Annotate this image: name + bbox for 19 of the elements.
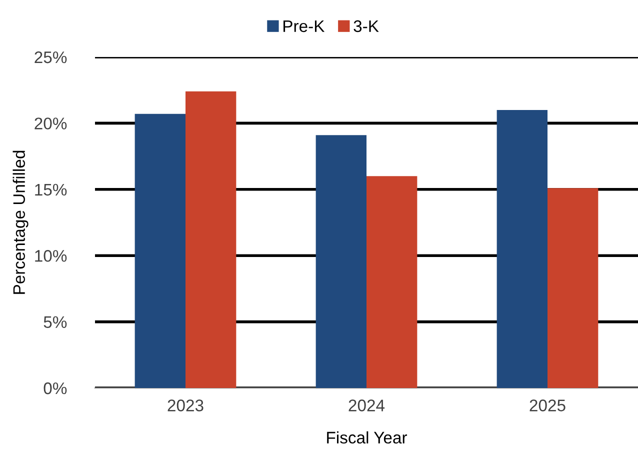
bar (496, 110, 548, 388)
bar (186, 91, 236, 388)
y-tick-label: 25% (34, 51, 67, 64)
legend-label: Pre-K (283, 20, 325, 32)
y-tick-label: 20% (34, 118, 67, 130)
x-tick-label: 2025 (530, 400, 566, 412)
bar (548, 188, 598, 388)
x-axis-title: Fiscal Year (327, 431, 407, 444)
legend-label: 3-K (354, 20, 379, 32)
y-tick-label: 5% (44, 316, 67, 328)
x-tick-label: 2023 (168, 400, 204, 412)
y-tick-label: 0% (44, 382, 67, 394)
y-tick-label: 10% (35, 250, 67, 262)
bar (134, 114, 186, 388)
x-tick-label: 2024 (348, 400, 385, 412)
y-tick-label: 15% (35, 184, 67, 196)
y-axis-title: Percentage Unfilled (12, 150, 28, 294)
bar (316, 135, 366, 388)
bar (366, 176, 418, 388)
